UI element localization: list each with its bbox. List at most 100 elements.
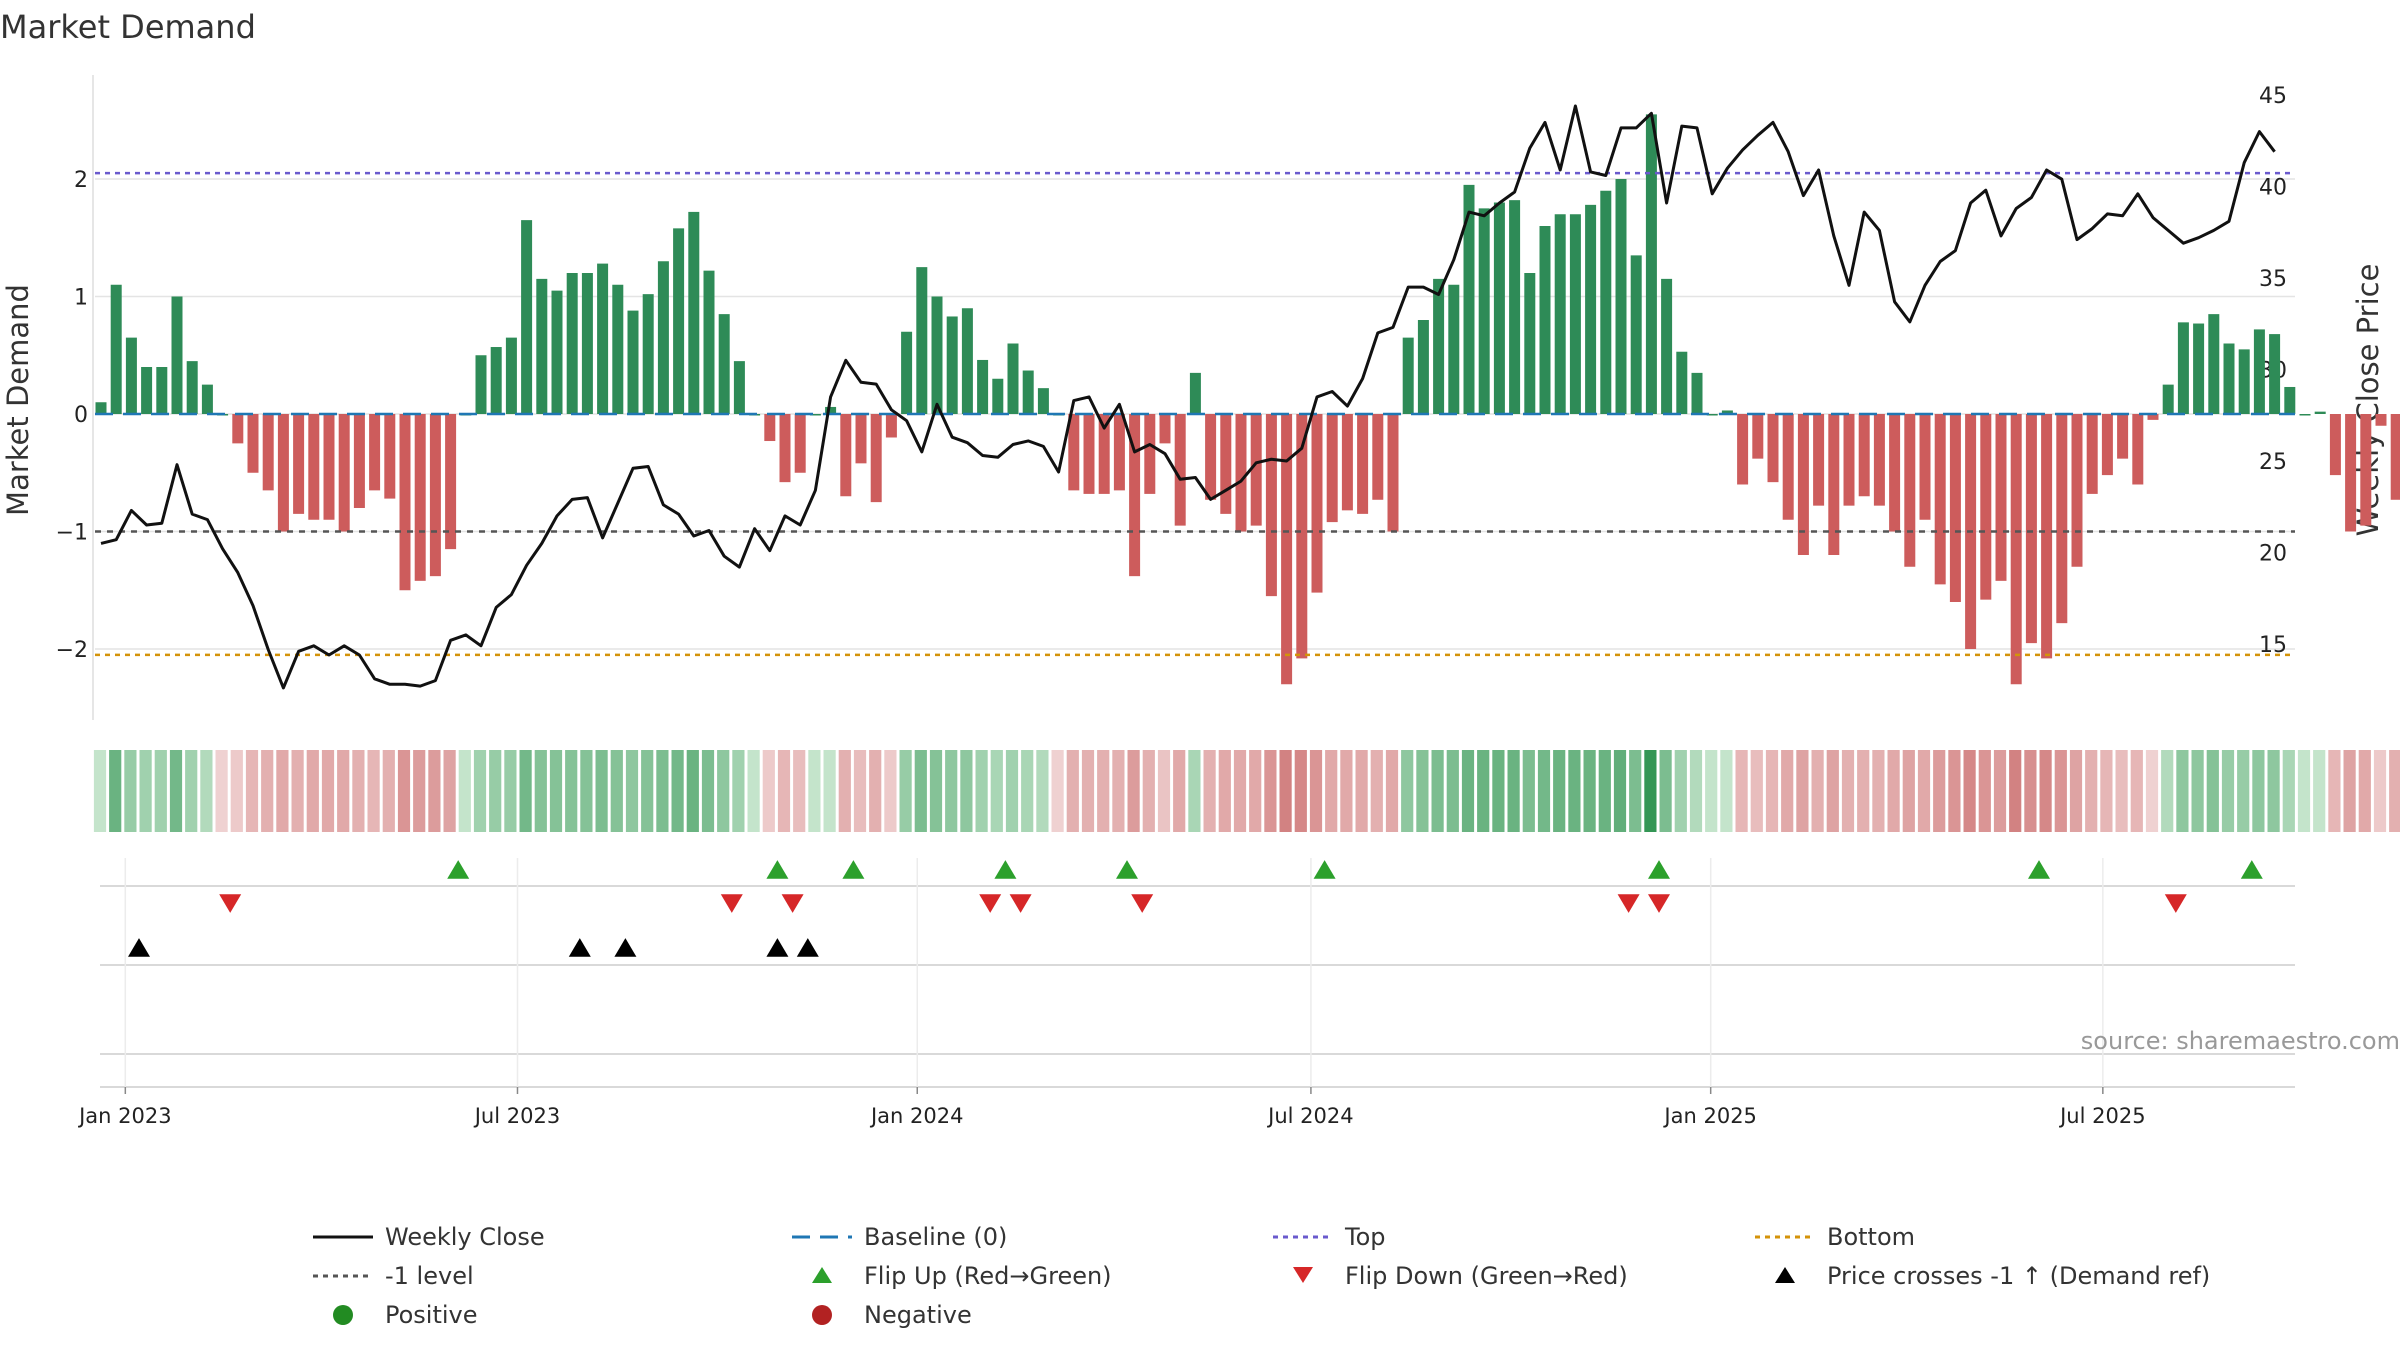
demand-bar: [733, 361, 745, 414]
demand-bar: [1721, 410, 1733, 414]
demand-bar: [2375, 414, 2387, 426]
strip-cell: [504, 750, 517, 832]
strip-cell: [1735, 750, 1748, 832]
strip-cell: [641, 750, 654, 832]
strip-cell: [1325, 750, 1338, 832]
flip-up-marker: [2028, 860, 2050, 879]
demand-bar: [156, 367, 168, 414]
demand-bar: [125, 337, 137, 414]
demand-bar: [673, 228, 685, 414]
right-tick-label: 25: [2259, 450, 2287, 475]
demand-bar: [1980, 414, 1992, 600]
demand-bar: [870, 414, 882, 503]
strip-cell: [2161, 750, 2174, 832]
strip-cell: [1811, 750, 1824, 832]
demand-bar: [110, 284, 122, 414]
demand-bar: [1448, 284, 1460, 414]
demand-bar: [1600, 190, 1612, 414]
strip-cell: [1461, 750, 1475, 832]
strip-cell: [109, 750, 122, 832]
strip-cell: [945, 750, 958, 832]
demand-bar: [1311, 414, 1323, 593]
strip-cell: [2221, 750, 2235, 832]
legend-swatch-triangle-up: [812, 1267, 832, 1283]
demand-bar: [293, 414, 305, 514]
price-cross-marker: [568, 938, 591, 957]
strip-cell: [1933, 750, 1946, 832]
strip-cell: [413, 750, 426, 832]
flip-down-marker: [781, 894, 804, 913]
strip-cell: [154, 750, 167, 832]
strip-cell: [489, 750, 502, 832]
strip-cell: [1537, 750, 1551, 832]
source-note: source: sharemaestro.com: [2081, 1027, 2400, 1055]
strip-cell: [762, 750, 775, 832]
strip-cell: [1157, 750, 1171, 832]
demand-bar: [1843, 414, 1855, 506]
legend-label: Top: [1344, 1223, 1386, 1251]
strip-cell: [1978, 750, 1991, 832]
strip-cell: [215, 750, 228, 832]
weekly-close-layer: [100, 104, 2276, 690]
strip-cell: [1477, 750, 1490, 832]
strip-cell: [2191, 750, 2204, 832]
strip-cell: [1887, 750, 1900, 832]
strip-cell: [1112, 750, 1125, 832]
demand-bar: [1828, 414, 1840, 555]
demand-bar: [809, 414, 821, 416]
strip-cell: [1309, 750, 1323, 832]
strip-cell: [2267, 750, 2280, 832]
strip-cell: [2343, 750, 2356, 832]
x-tick-label: Jul 2025: [2058, 1104, 2145, 1128]
demand-bar: [1083, 414, 1095, 494]
demand-bar: [2390, 414, 2400, 500]
strip-cell: [1613, 750, 1627, 832]
legend-swatch-triangle-up: [1775, 1267, 1795, 1283]
demand-bar: [186, 361, 198, 414]
strip-cell: [1492, 750, 1505, 832]
demand-bars: [95, 114, 2400, 685]
strip-cell: [808, 750, 821, 832]
strip-cell: [2115, 750, 2128, 832]
demand-bar: [2314, 411, 2326, 414]
demand-bar: [657, 261, 669, 414]
strip-cell: [1629, 750, 1642, 832]
strip-cell: [2145, 750, 2159, 832]
flip-up-marker: [447, 860, 470, 879]
demand-bar: [247, 414, 259, 473]
strip-cell: [1522, 750, 1535, 832]
demand-bar: [901, 331, 913, 414]
flip-up-marker: [766, 860, 789, 879]
strip-cell: [169, 750, 183, 832]
strip-cell: [1294, 750, 1307, 832]
demand-bar: [885, 414, 897, 438]
demand-bar: [308, 414, 320, 520]
strip-cell: [1370, 750, 1383, 832]
demand-bar: [1661, 278, 1673, 414]
weekly-close-line: [100, 104, 2276, 690]
strip-cell: [428, 750, 441, 832]
demand-bar: [201, 384, 213, 414]
demand-bar: [627, 310, 639, 414]
right-axis-ticks: 15202530354045: [2259, 84, 2287, 658]
x-tick-label: Jan 2024: [869, 1104, 964, 1128]
demand-bar: [1433, 278, 1445, 414]
demand-bar: [2284, 386, 2296, 414]
strip-cell: [1233, 750, 1247, 832]
legend-label: -1 level: [385, 1262, 474, 1290]
strip-cell: [1689, 750, 1703, 832]
strip-cell: [1917, 750, 1931, 832]
demand-bar: [277, 414, 289, 532]
demand-bar: [445, 414, 457, 550]
strip-cell: [473, 750, 487, 832]
strip-cell: [1203, 750, 1216, 832]
strip-cell: [1431, 750, 1444, 832]
strip-cell: [1568, 750, 1581, 832]
demand-bar: [931, 296, 943, 414]
strip-cell: [1173, 750, 1186, 832]
strip-cell: [1705, 750, 1718, 832]
strip-cell: [884, 750, 897, 832]
strip-cell: [1097, 750, 1110, 832]
strip-cell: [656, 750, 669, 832]
flip-down-marker: [1648, 894, 1670, 913]
